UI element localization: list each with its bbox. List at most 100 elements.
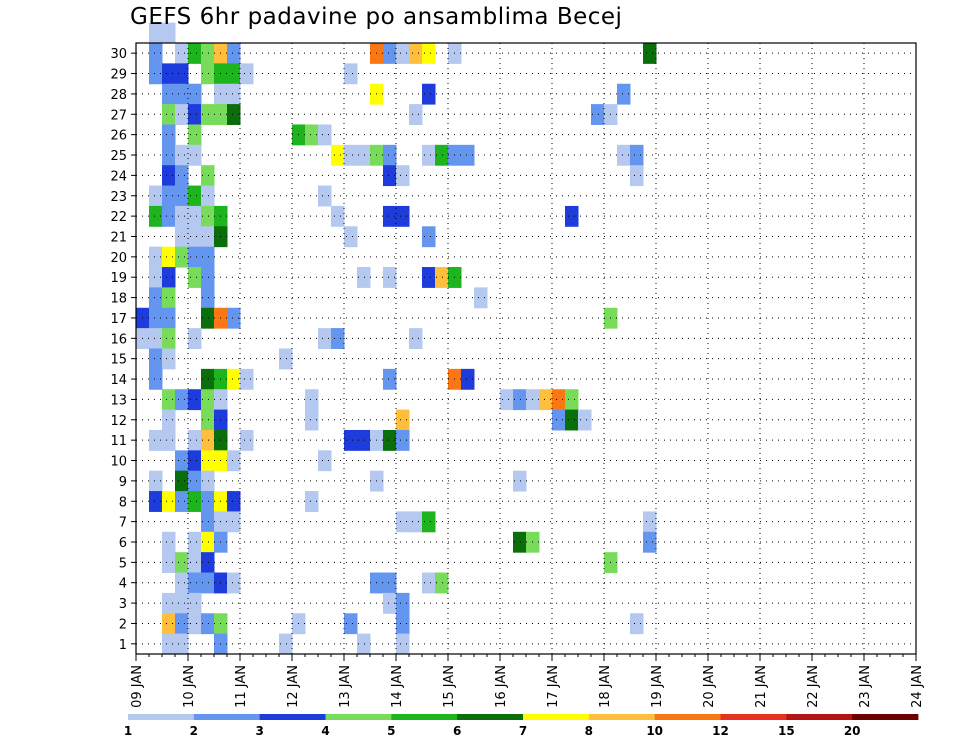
- heat-cell: [149, 429, 163, 451]
- x-tick-label: 23 JAN: [858, 665, 873, 708]
- legend-label: 10: [646, 724, 663, 738]
- heat-cell: [188, 592, 202, 614]
- y-tick-label: 12: [110, 414, 127, 429]
- heat-cell: [201, 287, 215, 309]
- legend-label: 3: [255, 724, 263, 738]
- y-tick-label: 9: [119, 475, 127, 490]
- heat-cell: [383, 144, 397, 166]
- legend-swatch: [786, 714, 853, 720]
- heat-cell: [396, 511, 410, 533]
- legend-label: 15: [778, 724, 795, 738]
- legend-swatch: [128, 714, 195, 720]
- heat-cell: [643, 511, 657, 533]
- heat-cell: [344, 226, 358, 248]
- heat-cell: [539, 389, 553, 411]
- heat-cell: [201, 552, 215, 574]
- heat-cell: [461, 368, 475, 390]
- heat-cell: [162, 552, 176, 574]
- legend-swatch: [654, 714, 721, 720]
- heat-cell: [305, 409, 319, 431]
- heat-cell: [357, 633, 371, 655]
- heat-cell: [162, 531, 176, 553]
- heat-cell: [305, 124, 319, 146]
- heat-cell: [149, 246, 163, 268]
- heat-cell: [175, 572, 189, 594]
- heat-cell: [175, 165, 189, 187]
- heat-cell: [162, 633, 176, 655]
- heat-cell: [188, 429, 202, 451]
- y-tick-label: 1: [119, 638, 127, 653]
- x-tick-label: 15 JAN: [442, 665, 457, 708]
- heat-cell: [201, 613, 215, 635]
- heat-cell: [162, 124, 176, 146]
- x-tick-label: 11 JAN: [234, 665, 249, 708]
- y-tick-label: 15: [110, 353, 127, 368]
- heat-cell: [201, 307, 215, 329]
- heat-cell: [162, 185, 176, 207]
- legend-swatch: [325, 714, 392, 720]
- y-tick-label: 11: [110, 434, 127, 449]
- heat-cell: [175, 246, 189, 268]
- heat-cell: [162, 267, 176, 288]
- heat-cell: [175, 226, 189, 248]
- y-tick-label: 30: [110, 47, 127, 62]
- heat-cell: [175, 104, 189, 125]
- heat-cell: [162, 409, 176, 431]
- heat-cell: [383, 572, 397, 594]
- heat-cell: [149, 348, 163, 370]
- x-tick-label: 13 JAN: [338, 665, 353, 708]
- y-tick-label: 6: [119, 536, 127, 551]
- heat-cell: [175, 144, 189, 166]
- y-tick-label: 13: [110, 393, 127, 408]
- legend-swatch: [852, 714, 919, 720]
- heat-cell: [162, 592, 176, 614]
- heat-cell: [175, 205, 189, 227]
- heat-cell: [162, 491, 176, 512]
- heat-cell: [188, 531, 202, 553]
- heat-cell: [617, 144, 631, 166]
- heat-cell: [240, 368, 254, 390]
- y-tick-label: 10: [110, 455, 127, 470]
- heat-cell: [201, 470, 215, 492]
- heat-cell: [175, 633, 189, 655]
- heat-cell: [422, 43, 436, 64]
- heat-cell: [162, 63, 176, 85]
- heat-cell: [422, 267, 436, 288]
- heat-cell: [643, 531, 657, 553]
- heat-cell: [188, 491, 202, 512]
- legend-swatch: [720, 714, 787, 720]
- x-tick-label: 22 JAN: [806, 665, 821, 708]
- heat-cell: [201, 63, 215, 85]
- heat-cell: [227, 491, 241, 512]
- x-tick-label: 17 JAN: [546, 665, 561, 708]
- heat-cell: [162, 205, 176, 227]
- heat-cell: [201, 226, 215, 248]
- heat-cell: [188, 450, 202, 472]
- heat-cell: [305, 389, 319, 411]
- heat-cell: [344, 63, 358, 85]
- heat-cell: [188, 572, 202, 594]
- heat-cell: [513, 531, 527, 553]
- heat-cell: [201, 43, 215, 64]
- x-tick-label: 21 JAN: [754, 665, 769, 708]
- heat-cell: [409, 328, 423, 349]
- heat-cell: [227, 572, 241, 594]
- heat-cell: [565, 205, 579, 227]
- y-tick-label: 26: [110, 129, 127, 144]
- heat-cell: [552, 409, 566, 431]
- heat-cell: [201, 511, 215, 533]
- heat-cell: [513, 470, 527, 492]
- heat-cell: [279, 348, 293, 370]
- y-tick-label: 21: [110, 230, 127, 245]
- legend-swatch: [193, 714, 261, 720]
- heat-cell: [175, 450, 189, 472]
- x-tick-label: 18 JAN: [598, 665, 613, 708]
- heat-cell: [175, 83, 189, 105]
- heat-cell: [396, 409, 410, 431]
- heat-cell: [188, 613, 202, 635]
- heat-cell: [188, 185, 202, 207]
- heat-cell: [149, 328, 163, 349]
- x-tick-label: 24 JAN: [910, 665, 925, 708]
- heat-cell: [383, 43, 397, 64]
